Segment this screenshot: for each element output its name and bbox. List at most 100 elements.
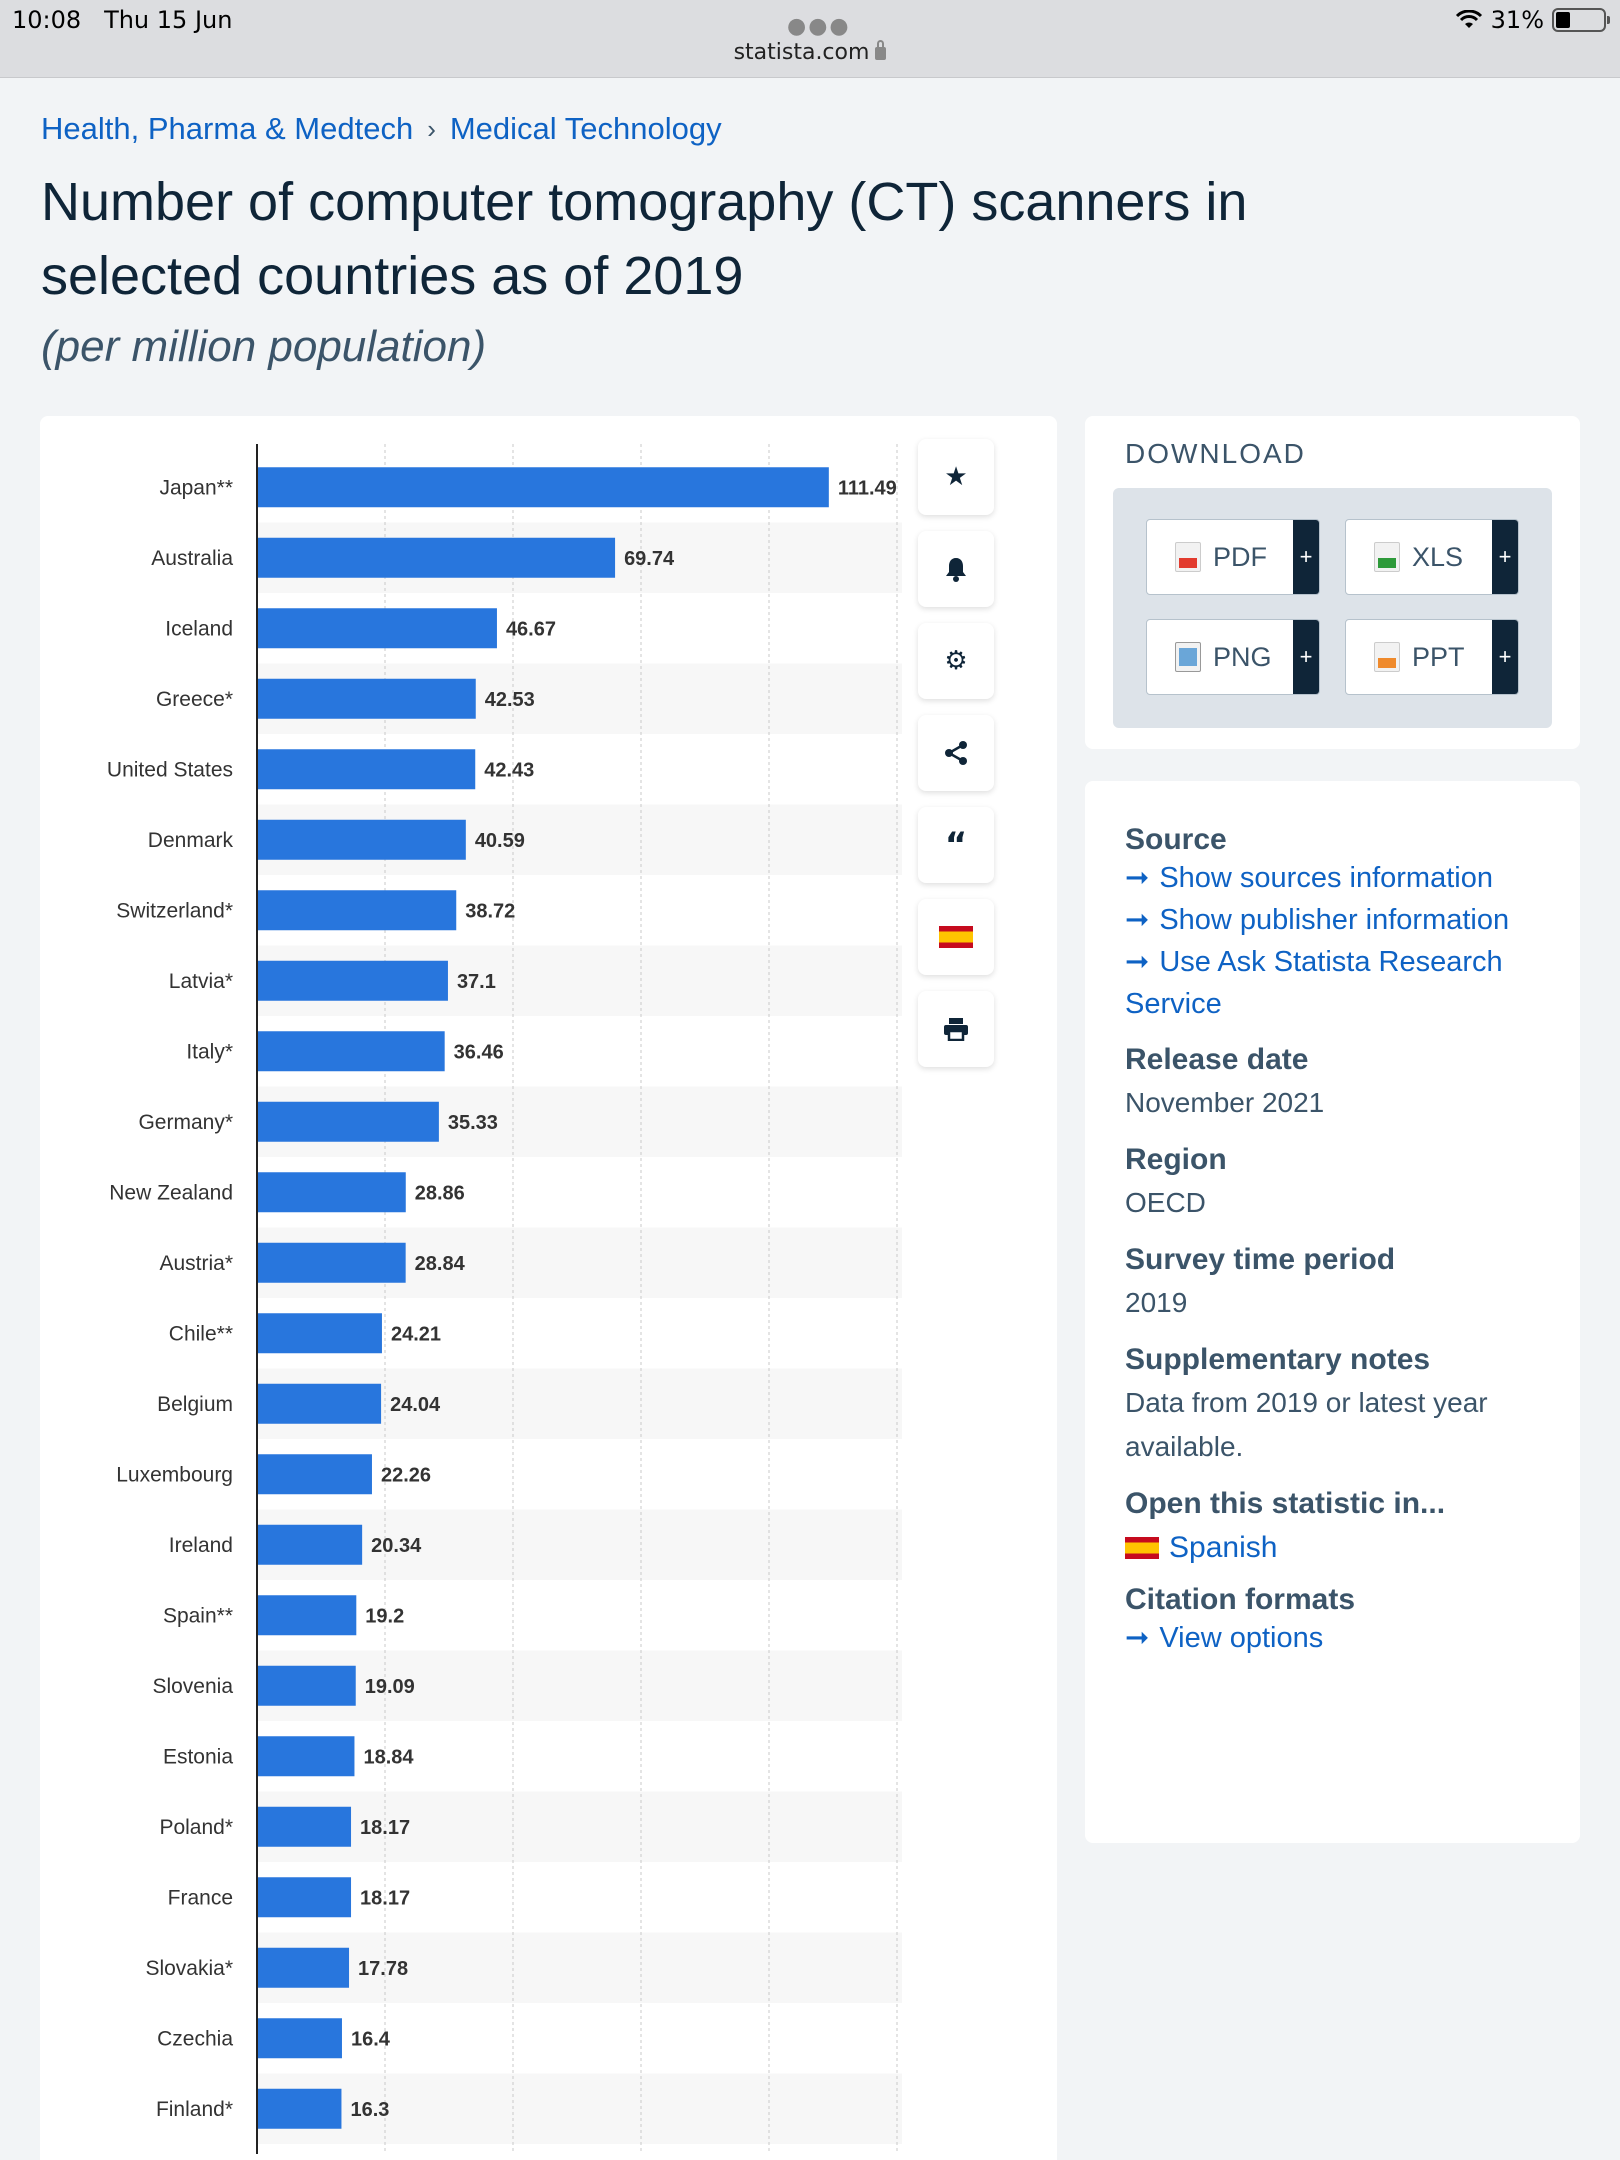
chart-bar[interactable] — [258, 749, 476, 790]
status-bar: 10:08 Thu 15 Jun ●●● statista.com 31% — [0, 0, 1620, 78]
chart-bar[interactable] — [258, 960, 448, 1001]
category-label: Japan** — [159, 476, 233, 499]
release-date-heading: Release date — [1125, 1043, 1309, 1076]
chart-bar[interactable] — [258, 819, 466, 860]
value-label: 28.84 — [415, 1253, 466, 1275]
category-label: Italy* — [186, 1040, 233, 1063]
language-button[interactable] — [918, 899, 994, 975]
chart-bar[interactable] — [258, 1454, 372, 1495]
open-statistic-heading: Open this statistic in... — [1125, 1487, 1446, 1520]
download-png-button[interactable]: PNG + — [1146, 619, 1320, 695]
url-bar[interactable]: statista.com — [0, 40, 1620, 65]
chart-bar[interactable] — [258, 2088, 342, 2129]
chart-bar[interactable] — [258, 537, 616, 578]
value-label: 18.84 — [363, 1746, 414, 1768]
spain-flag-icon — [1125, 1537, 1159, 1559]
category-label: Australia — [151, 547, 233, 570]
category-label: New Zealand — [109, 1181, 233, 1204]
chart-bar[interactable] — [258, 1172, 406, 1213]
notes-value: Data from 2019 or latest year available. — [1125, 1387, 1488, 1462]
settings-button[interactable]: ⚙ — [918, 623, 994, 699]
category-label: Spain** — [163, 1604, 233, 1627]
arrow-right-icon: ➞ — [1125, 946, 1150, 978]
breadcrumb-health[interactable]: Health, Pharma & Medtech — [41, 111, 414, 146]
category-label: Denmark — [148, 829, 234, 852]
value-label: 24.21 — [391, 1323, 441, 1345]
chart-bar[interactable] — [258, 1101, 439, 1142]
print-button[interactable] — [918, 991, 994, 1067]
category-label: Germany* — [138, 1111, 233, 1134]
value-label: 111.49 — [838, 477, 897, 499]
plus-icon: + — [1293, 620, 1319, 694]
value-label: 17.78 — [358, 1958, 408, 1980]
statistic-details-card: Source ➞ Show sources information ➞ Show p… — [1085, 781, 1580, 1843]
open-spanish-link[interactable]: Spanish — [1125, 1531, 1540, 1565]
show-sources-link[interactable]: ➞ Show sources information — [1125, 857, 1540, 899]
share-button[interactable] — [918, 715, 994, 791]
value-label: 42.43 — [484, 759, 534, 781]
bell-icon — [946, 558, 966, 582]
download-ppt-button[interactable]: PPT + — [1345, 619, 1519, 695]
chart-bar[interactable] — [258, 608, 497, 649]
arrow-right-icon: ➞ — [1125, 904, 1150, 936]
bar-chart: Japan** 111.49 Australia 69.74 Iceland 46.67 G… — [107, 444, 902, 2154]
chart-bar[interactable] — [258, 467, 829, 508]
region-heading: Region — [1125, 1143, 1227, 1176]
category-label: Ireland — [169, 1534, 233, 1557]
value-label: 16.4 — [351, 2028, 391, 2050]
tab-dots-icon[interactable]: ●●● — [787, 14, 851, 39]
chart-bar[interactable] — [258, 678, 476, 719]
chart-bar[interactable] — [258, 1383, 382, 1424]
show-publisher-link[interactable]: ➞ Show publisher information — [1125, 899, 1540, 941]
chart-bar[interactable] — [258, 1031, 445, 1072]
value-label: 38.72 — [465, 900, 515, 922]
breadcrumb: Health, Pharma & Medtech › Medical Techn… — [41, 111, 722, 147]
value-label: 35.33 — [448, 1112, 498, 1134]
chart-bar[interactable] — [258, 1524, 363, 1565]
favorite-button[interactable]: ★ — [918, 439, 994, 515]
row-stripe — [257, 1650, 902, 1721]
value-label: 37.1 — [457, 971, 496, 993]
breadcrumb-separator: › — [427, 113, 436, 144]
category-label: Latvia* — [169, 970, 233, 993]
survey-period-value: 2019 — [1125, 1287, 1188, 1318]
pdf-file-icon — [1175, 542, 1201, 572]
download-pdf-label: PDF — [1213, 541, 1267, 572]
chart-bar[interactable] — [258, 1947, 350, 1988]
category-label: Slovenia — [152, 1675, 233, 1698]
row-stripe — [257, 1932, 902, 2003]
cite-button[interactable]: “ — [918, 807, 994, 883]
breadcrumb-medtech[interactable]: Medical Technology — [449, 111, 722, 146]
chart-bar[interactable] — [258, 1242, 406, 1283]
chart-bar[interactable] — [258, 1665, 356, 1706]
category-label: Estonia — [163, 1745, 233, 1768]
download-pdf-button[interactable]: PDF + — [1146, 519, 1320, 595]
row-stripe — [257, 1791, 902, 1862]
category-label: Poland* — [159, 1816, 233, 1839]
download-xls-label: XLS — [1412, 541, 1464, 572]
quote-icon: “ — [944, 825, 968, 865]
view-citation-options-link[interactable]: ➞ View options — [1125, 1617, 1540, 1659]
chart-bar[interactable] — [258, 890, 457, 931]
value-label: 36.46 — [454, 1041, 504, 1063]
value-label: 46.67 — [506, 618, 556, 640]
ask-research-service-link[interactable]: ➞ Use Ask Statista Research Service — [1125, 941, 1540, 1025]
page-subtitle: (per million population) — [41, 322, 487, 371]
chart-bar[interactable] — [258, 2018, 342, 2059]
value-label: 18.17 — [360, 1887, 410, 1909]
chart-bar[interactable] — [258, 1595, 357, 1636]
notify-button[interactable] — [918, 531, 994, 607]
value-label: 42.53 — [485, 689, 535, 711]
battery-icon — [1552, 8, 1610, 32]
value-label: 22.26 — [381, 1464, 431, 1486]
chart-bar[interactable] — [258, 1736, 355, 1777]
category-label: Belgium — [157, 1393, 233, 1416]
download-xls-button[interactable]: XLS + — [1345, 519, 1519, 595]
citation-heading: Citation formats — [1125, 1583, 1356, 1616]
chart-bar[interactable] — [258, 1877, 352, 1918]
chart-bar[interactable] — [258, 1806, 352, 1847]
category-label: Finland* — [156, 2098, 233, 2121]
download-ppt-label: PPT — [1412, 641, 1465, 672]
lock-icon — [875, 40, 887, 60]
chart-bar[interactable] — [258, 1313, 382, 1354]
